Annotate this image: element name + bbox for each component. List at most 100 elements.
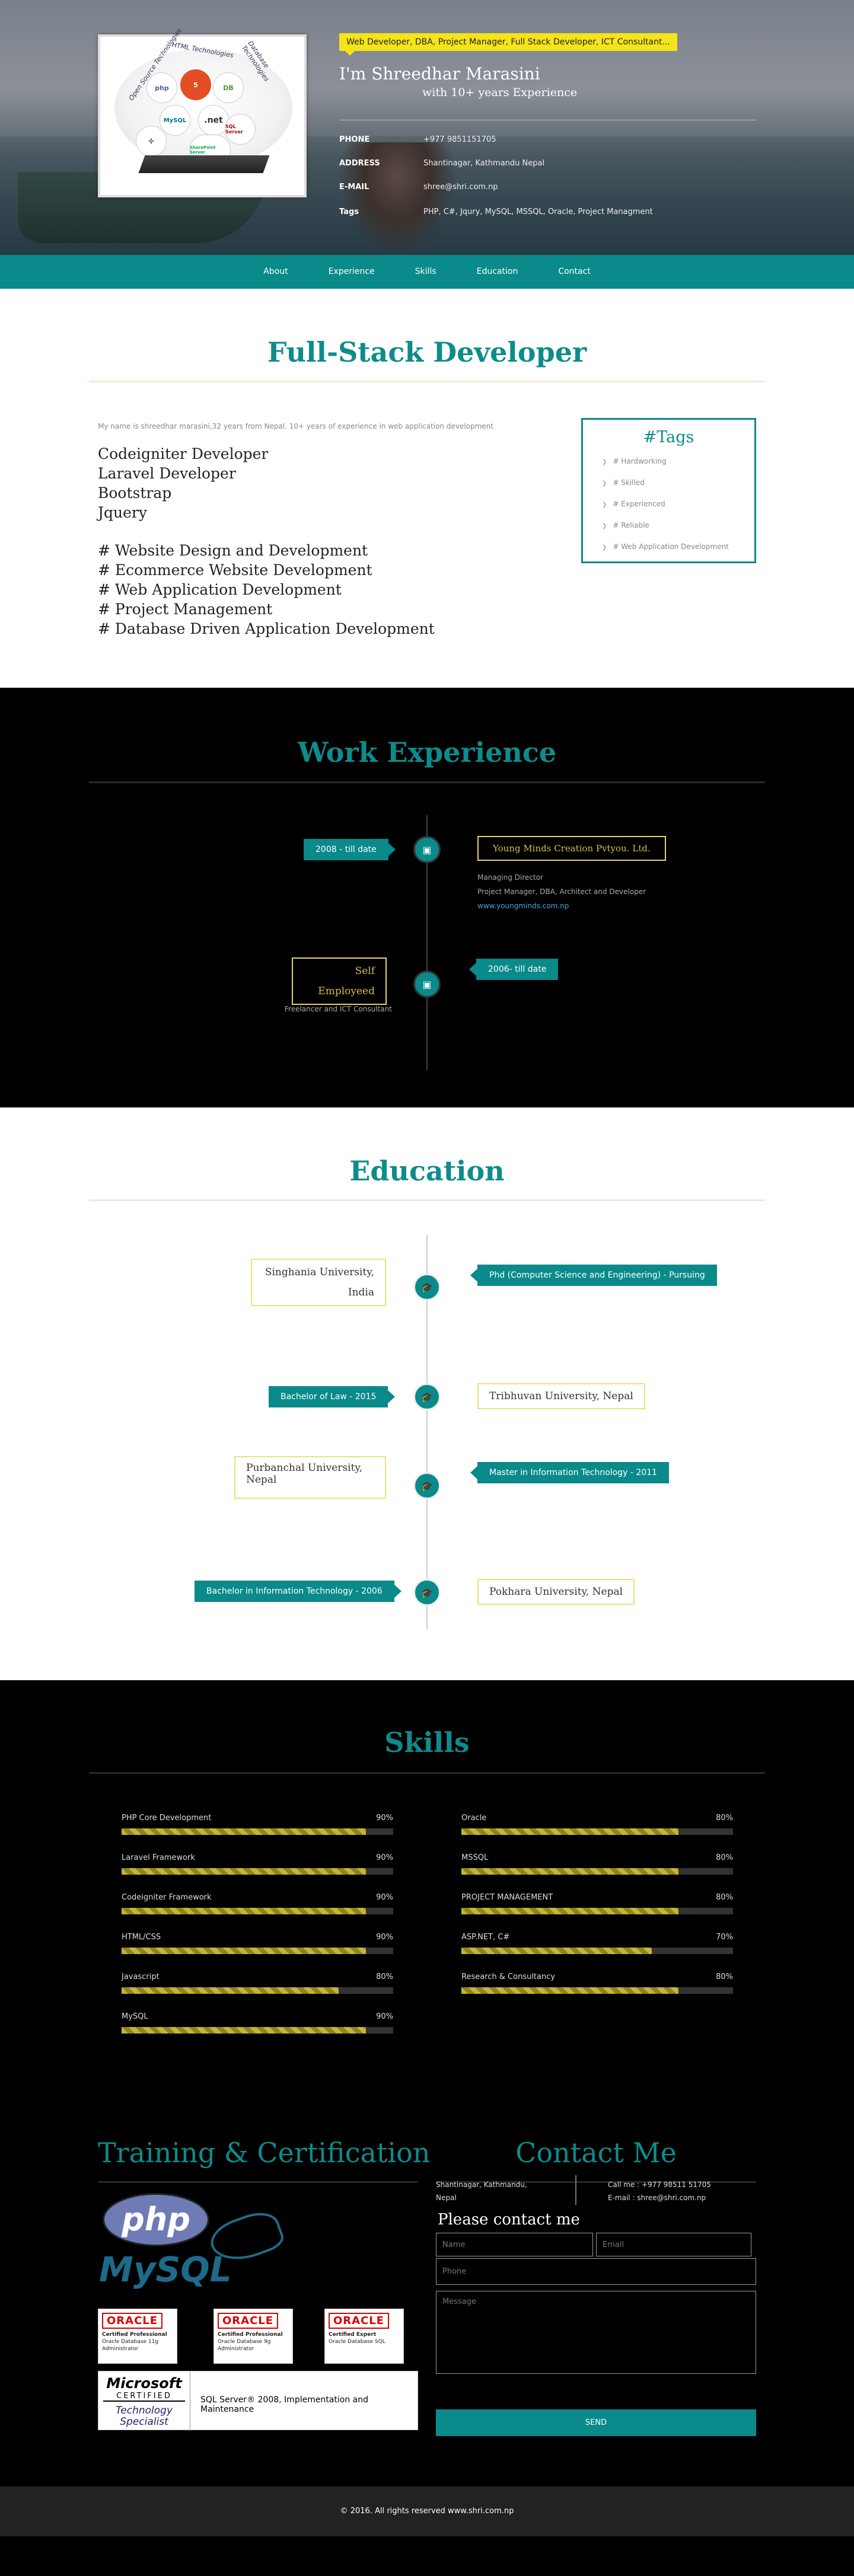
cert-line: Administrator [102,2346,139,2352]
skill-name: PROJECT MANAGEMENT [461,1893,553,1902]
skill-progress-track [461,1948,733,1954]
training-contact-section: Training & Certification php MySQL ORACL… [0,2116,854,2486]
info-row-phone: PHONE +977 9851151705 [339,135,496,144]
skill-bar: PHP Core Development 90% [122,1814,393,1835]
skill-percent: 70% [716,1933,733,1942]
company-line: Employeed [318,985,375,997]
skill-progress-fill [122,1868,367,1875]
skill-bar: HTML/CSS 90% [122,1933,393,1954]
database-logo-icon: DB [213,72,244,103]
skill-percent: 90% [376,2012,393,2021]
cert-line: Certified Professional [218,2332,283,2338]
hero-section: Open Source Technologies HTML Technologi… [0,0,854,255]
divider [436,2181,756,2183]
ms-spec: Specialist [120,2416,168,2428]
experience-detail: Project Manager, DBA, Architect and Deve… [477,888,646,896]
html5-logo-icon: 5 [180,69,211,100]
experience-details-1: Managing Director Project Manager, DBA, … [477,870,646,913]
contact-title: Contact Me [515,2137,677,2169]
ms-certified: CERTIFIED [103,2392,185,2402]
ms-cert-text: SQL Server® 2008, Implementation and Mai… [200,2395,369,2414]
profile-photo [338,142,457,255]
nav-skills[interactable]: Skills [415,267,436,276]
skill-progress-track [122,1868,393,1875]
school-line: Singhania University, [265,1266,374,1278]
info-key: ADDRESS [339,159,380,168]
skill-name: Codeigniter Framework [122,1893,212,1902]
skill-percent: 90% [376,1853,393,1862]
skill-percent: 80% [716,1814,733,1822]
cert-line: Certified Expert [329,2332,377,2338]
email-input[interactable] [596,2233,751,2256]
skill-progress-fill [122,1828,367,1835]
info-row-address: ADDRESS Shantinagar, Kathmandu Nepal [339,159,544,168]
skill-progress-track [461,1908,733,1914]
cert-line: Certified Professional [102,2332,167,2338]
skill-progress-track [122,1987,393,1994]
nav-contact[interactable]: Contact [558,267,591,276]
address-line: Nepal [436,2194,457,2202]
tag-label: # Web Application Development [613,542,729,551]
skill-percent: 80% [716,1972,733,1981]
technology-logo-image: Open Source Technologies HTML Technologi… [98,27,307,197]
info-key: E-MAIL [339,183,369,191]
skill-progress-track [461,1987,733,1994]
divider [575,2175,576,2205]
skill-progress-fill [461,1987,679,1994]
skill-name: MSSQL [461,1853,489,1862]
tag-item: ❯ # Skilled [602,473,754,494]
tags-title: #Tags [643,428,694,446]
skill-item: Laravel Developer [98,465,236,482]
skill-percent: 90% [376,1814,393,1822]
hero-experience: with 10+ years Experience [422,86,578,99]
title-badge: Web Developer, DBA, Project Manager, Ful… [339,33,677,56]
message-textarea[interactable] [436,2291,756,2374]
company-line: Self [355,965,375,977]
oracle-cert-2: ORACLE Certified Professional Oracle Data… [214,2309,293,2364]
experience-title: Work Experience [297,736,557,768]
info-row-tags: Tags PHP, C#, Jqury, MySQL, MSSQL, Oracle… [339,208,653,216]
cert-line: Oracle Database 9g [218,2339,271,2345]
contact-address: Shantinagar, Kathmandu, Nepal [436,2178,572,2204]
experience-date-1: 2008 - till date [304,839,396,860]
nav-education[interactable]: Education [476,267,518,276]
services-list: # Website Design and Development # Ecomm… [98,541,435,639]
divider [89,781,765,783]
dotnet-logo-icon: .net [198,105,229,136]
nav-about[interactable]: About [263,267,288,276]
experience-date-2: 2006- till date [469,959,559,980]
education-degree-3: Master in Information Technology - 2011 [470,1462,669,1483]
company-link[interactable]: www.youngminds.com.np [477,902,569,910]
info-value: Shantinagar, Kathmandu Nepal [423,159,545,168]
tag-item: ❯ # Hardworking [602,451,754,473]
info-key: PHONE [339,135,370,144]
php-mysql-logo: php MySQL [98,2193,291,2300]
about-intro: My name is shreedhar marasini,32 years f… [98,422,493,430]
tag-label: # Hardworking [613,457,667,465]
skill-item: Jquery [98,504,147,521]
tag-label: # Experienced [613,500,665,508]
contact-form-title: Please contact me [438,2211,580,2229]
tag-label: # Skilled [613,478,645,487]
nav-experience[interactable]: Experience [328,267,375,276]
experience-company-1: Young Minds Creation Pvtyou. Ltd. [477,836,666,861]
info-value: shree@shri.com.np [423,183,498,191]
oracle-brand: ORACLE [102,2313,163,2329]
skill-percent: 80% [716,1893,733,1902]
phone-input[interactable] [436,2258,756,2285]
skills-section: Skills PHP Core Development 90% Laravel Fr… [0,1680,854,2116]
tag-item: ❯ # Experienced [602,494,754,515]
timeline-line [426,815,428,1070]
skill-name: PHP Core Development [122,1814,212,1822]
skill-bar: PROJECT MANAGEMENT 80% [461,1893,733,1914]
oracle-cert-1: ORACLE Certified Professional Oracle Data… [98,2309,177,2364]
skill-progress-fill [461,1868,679,1875]
name-input[interactable] [436,2233,593,2256]
send-button[interactable]: SEND [436,2409,756,2436]
education-degree-4: Bachelor in Information Technology - 200… [195,1581,401,1602]
tag-item: ❯ # Web Application Development [602,537,754,558]
address-line: Shantinagar, Kathmandu, [436,2181,527,2189]
ms-spec: Technology [115,2405,173,2417]
contact-phone-email: Call me : +977 98511 51705 E-mail : shre… [608,2178,711,2204]
tags-box: #Tags ❯ # Hardworking ❯ # Skilled ❯ # Exper… [581,418,756,563]
